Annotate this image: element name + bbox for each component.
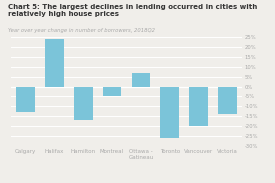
Bar (160, 87, 179, 138)
Text: Year over year change in number of borrowers, 2018Q2: Year over year change in number of borro… (8, 28, 155, 33)
Bar (45, 39, 64, 87)
Text: Chart 5: The largest declines in lending occurred in cities with relatively high: Chart 5: The largest declines in lending… (8, 4, 257, 17)
Bar (103, 87, 122, 96)
Bar (131, 72, 150, 87)
Bar (74, 87, 93, 120)
Bar (189, 87, 208, 126)
Bar (218, 87, 237, 114)
Bar (16, 87, 35, 113)
